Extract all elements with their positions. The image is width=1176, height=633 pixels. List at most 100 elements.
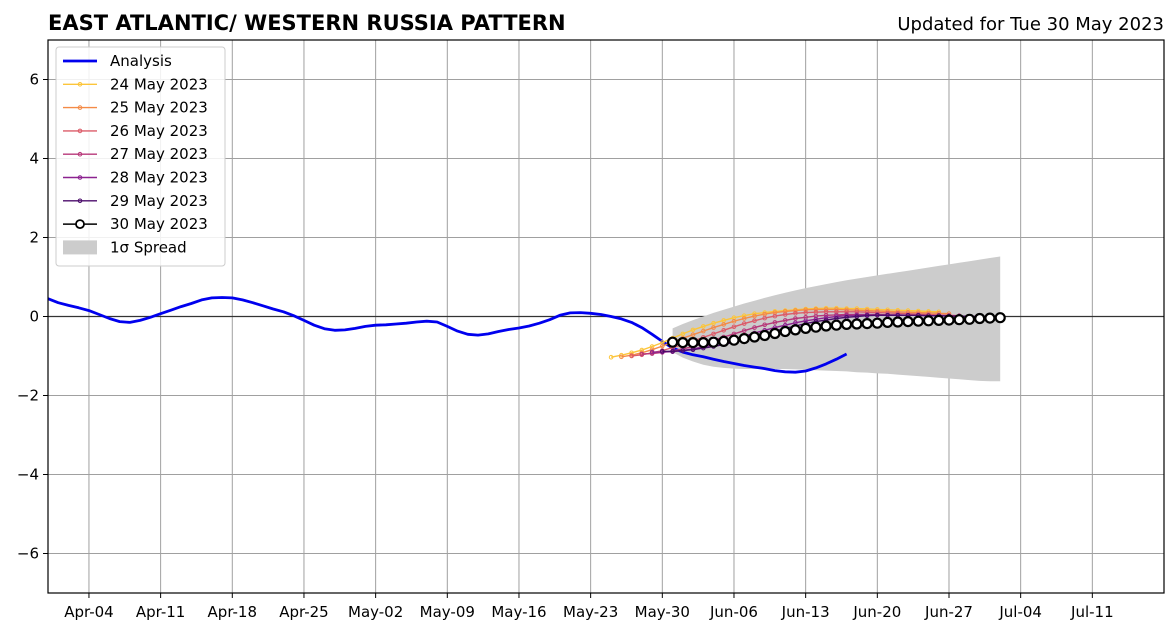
forecast-point xyxy=(731,318,737,324)
forecast-point xyxy=(793,311,798,316)
x-tick-label: Apr-18 xyxy=(208,603,258,621)
forecast-point xyxy=(752,325,757,330)
forecast-point xyxy=(680,348,686,353)
latest-forecast-point xyxy=(789,324,802,336)
latest-forecast-point xyxy=(943,314,955,326)
legend-item: 27 May 2023 xyxy=(63,145,208,163)
forecast-point xyxy=(864,313,870,319)
latest-forecast-point xyxy=(933,314,945,326)
forecast-point xyxy=(701,328,706,334)
forecast-point xyxy=(772,320,778,325)
chart-title: EAST ATLANTIC/ WESTERN RUSSIA PATTERN xyxy=(48,11,566,35)
latest-forecast-point xyxy=(881,316,894,328)
forecast-point xyxy=(793,316,798,321)
latest-forecast-point xyxy=(892,316,904,328)
forecast-point xyxy=(854,314,860,319)
legend-item: 25 May 2023 xyxy=(63,99,208,117)
latest-forecast-point xyxy=(840,318,853,330)
forecast-point xyxy=(762,315,768,321)
latest-forecast-point xyxy=(912,315,924,327)
forecast-point xyxy=(660,343,665,349)
chart-subtitle: Updated for Tue 30 May 2023 xyxy=(897,14,1164,35)
forecast-point xyxy=(741,328,747,334)
latest-forecast-point xyxy=(779,325,791,338)
forecast-point xyxy=(701,324,706,329)
latest-forecast-point xyxy=(974,312,986,325)
latest-forecast-point xyxy=(687,337,699,349)
latest-forecast-point xyxy=(759,329,771,342)
legend-label: 1σ Spread xyxy=(110,238,187,256)
latest-forecast-point xyxy=(871,317,883,329)
latest-forecast-point xyxy=(953,314,965,326)
forecast-point xyxy=(649,349,655,355)
latest-forecast-point xyxy=(851,318,863,330)
forecast-point xyxy=(711,325,716,330)
series-layer xyxy=(47,296,1006,374)
forecast-point xyxy=(741,313,747,319)
x-tick-label: Jun-20 xyxy=(852,603,901,621)
forecast-point xyxy=(875,313,880,318)
forecast-point xyxy=(752,318,757,324)
legend-item: 28 May 2023 xyxy=(63,169,208,187)
legend-label: 30 May 2023 xyxy=(110,215,208,233)
forecast-point xyxy=(762,322,768,328)
x-tick-label: May-16 xyxy=(491,603,546,621)
latest-forecast-point xyxy=(697,337,709,349)
latest-forecast-point xyxy=(963,313,976,325)
forecast-point xyxy=(680,331,686,337)
x-tick-label: Apr-11 xyxy=(136,603,186,621)
x-tick-label: Jul-11 xyxy=(1070,603,1114,621)
legend-item: 1σ Spread xyxy=(63,238,187,256)
forecast-point xyxy=(670,349,675,354)
legend-marker xyxy=(77,198,83,204)
latest-forecast-point xyxy=(666,336,679,348)
x-tick-label: May-23 xyxy=(563,603,618,621)
latest-forecast-point xyxy=(830,319,843,331)
latest-forecast-point xyxy=(902,316,914,328)
forecast-point xyxy=(619,352,624,358)
y-tick-label: 0 xyxy=(29,308,39,326)
y-tick-label: −4 xyxy=(17,466,39,484)
forecast-point xyxy=(752,313,757,319)
legend-label: 28 May 2023 xyxy=(110,169,208,187)
x-tick-label: Jul-04 xyxy=(998,603,1042,621)
forecast-point xyxy=(741,316,747,321)
x-tick-label: Jun-27 xyxy=(924,603,973,621)
x-tick-label: May-09 xyxy=(420,603,475,621)
forecast-point xyxy=(834,309,839,315)
latest-forecast-point xyxy=(677,337,689,349)
legend: Analysis 24 May 2023 25 May 2023 26 May 202… xyxy=(55,46,226,267)
ticks-layer: Apr-04 Apr-11 Apr-18 Apr-25 May-02 May-09 May-… xyxy=(17,71,1114,622)
legend-label: 24 May 2023 xyxy=(110,75,208,93)
legend-label: 25 May 2023 xyxy=(110,99,208,117)
forecast-point xyxy=(803,307,809,313)
series-forecast-latest xyxy=(666,312,1006,349)
forecast-point xyxy=(782,318,788,323)
forecast-point xyxy=(608,354,614,360)
latest-forecast-point xyxy=(861,318,873,330)
latest-forecast-point xyxy=(994,312,1006,324)
forecast-line-0 xyxy=(610,307,939,358)
legend-marker xyxy=(77,151,83,157)
x-tick-label: May-30 xyxy=(635,603,690,621)
latest-forecast-point xyxy=(922,315,935,327)
x-tick-label: Jun-13 xyxy=(781,603,830,621)
legend-item: 26 May 2023 xyxy=(63,122,208,140)
legend-label: 26 May 2023 xyxy=(110,122,208,140)
y-tick-label: −2 xyxy=(17,387,39,405)
legend-marker xyxy=(77,105,83,110)
forecast-point xyxy=(782,309,788,314)
forecast-point xyxy=(772,313,778,319)
y-tick-label: 6 xyxy=(29,71,39,89)
forecast-point xyxy=(803,310,809,315)
legend-marker xyxy=(75,219,85,230)
x-tick-label: Apr-25 xyxy=(279,603,329,621)
forecast-point xyxy=(813,307,819,312)
legend-marker xyxy=(77,128,83,134)
legend-marker xyxy=(77,175,83,180)
forecast-point xyxy=(731,324,737,330)
forecast-point xyxy=(619,354,624,360)
forecast-point xyxy=(741,321,747,326)
legend-item: 24 May 2023 xyxy=(63,75,208,93)
